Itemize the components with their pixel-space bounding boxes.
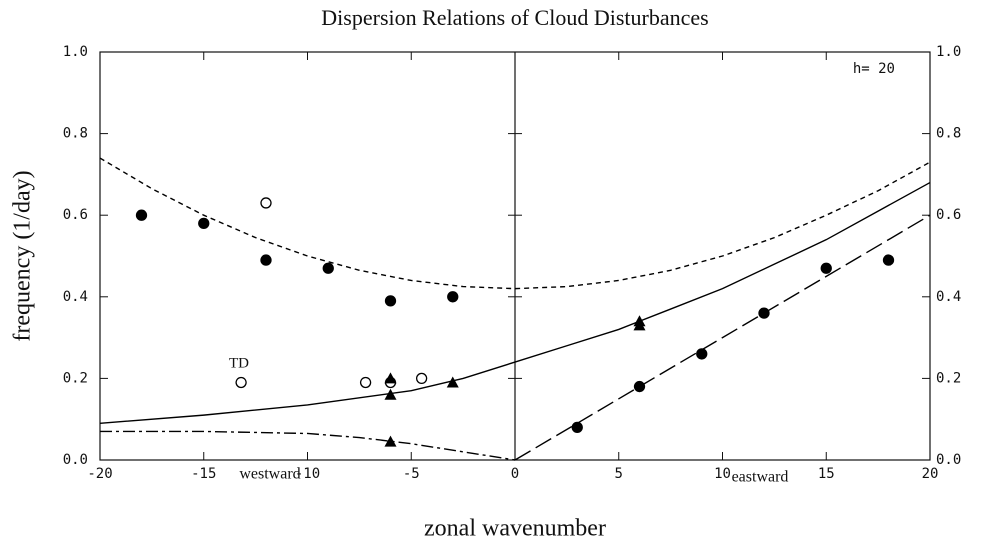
curve bbox=[100, 430, 516, 461]
y-axis-label: frequency (1/day) bbox=[10, 170, 36, 341]
open-circle-point bbox=[415, 372, 428, 385]
y2-tick-label: 0.6 bbox=[936, 207, 961, 223]
filled-circle-point bbox=[447, 291, 459, 303]
curve bbox=[99, 157, 931, 290]
triangle-point bbox=[384, 435, 397, 447]
y-tick-label: 0.8 bbox=[63, 126, 88, 142]
x-tick-label: -10 bbox=[295, 466, 320, 482]
curve bbox=[514, 214, 931, 461]
y-tick-label: 1.0 bbox=[63, 44, 88, 60]
annotation: h= 20 bbox=[853, 61, 895, 77]
open-circle-point bbox=[235, 376, 247, 389]
triangle-point bbox=[446, 376, 459, 388]
filled-circle-point bbox=[696, 348, 708, 360]
filled-circle-point bbox=[198, 217, 210, 230]
filled-circle-point bbox=[571, 421, 583, 434]
y2-tick-label: 1.0 bbox=[936, 44, 961, 60]
triangle-point bbox=[633, 319, 646, 331]
y-tick-label: 0.0 bbox=[63, 452, 88, 468]
x-axis-label: zonal wavenumber bbox=[424, 516, 606, 542]
x-tick-label: -20 bbox=[87, 466, 112, 482]
open-circle-point bbox=[359, 376, 372, 389]
x-tick-label: 20 bbox=[922, 466, 939, 482]
y2-tick-label: 0.0 bbox=[936, 452, 961, 468]
chart-title: Dispersion Relations of Cloud Disturbanc… bbox=[321, 5, 708, 30]
curve bbox=[99, 181, 931, 424]
filled-circle-point bbox=[322, 262, 334, 274]
x-tick-label: 10 bbox=[714, 466, 731, 482]
filled-circle-point bbox=[633, 380, 646, 393]
x-tick-label: 0 bbox=[511, 466, 519, 482]
x-tick-label: 15 bbox=[818, 466, 835, 482]
filled-circle-point bbox=[820, 262, 832, 274]
y2-tick-label: 0.4 bbox=[936, 289, 961, 305]
y-tick-label: 0.2 bbox=[63, 370, 88, 386]
x-tick-label: -15 bbox=[191, 466, 216, 482]
filled-circle-point bbox=[882, 254, 895, 266]
filled-circle-point bbox=[758, 307, 770, 319]
y2-tick-label: 0.2 bbox=[936, 370, 961, 386]
annotation: eastward bbox=[732, 469, 789, 486]
annotation: TD bbox=[229, 355, 249, 371]
filled-circle-point bbox=[135, 209, 148, 221]
x-tick-label: -5 bbox=[403, 466, 420, 482]
y-tick-label: 0.4 bbox=[63, 289, 88, 305]
open-circle-point bbox=[260, 197, 272, 209]
filled-circle-point bbox=[260, 254, 272, 266]
filled-circle-point bbox=[384, 295, 397, 307]
triangle-point bbox=[384, 372, 397, 384]
triangle-point bbox=[384, 388, 397, 400]
y-tick-label: 0.6 bbox=[63, 207, 88, 223]
annotation: westward bbox=[239, 466, 300, 483]
y2-tick-label: 0.8 bbox=[936, 126, 961, 142]
x-tick-label: 5 bbox=[615, 466, 623, 482]
